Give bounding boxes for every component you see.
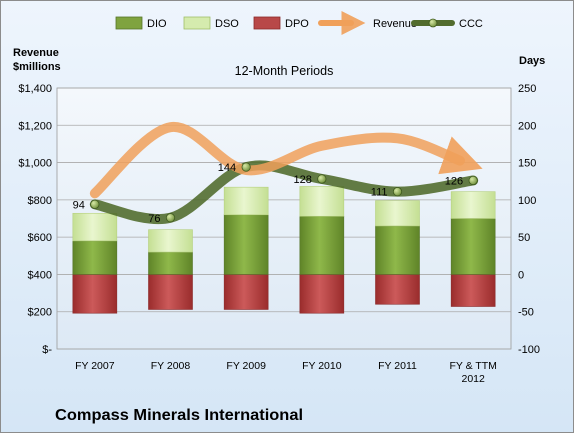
category-label: 2012 xyxy=(461,373,485,385)
right-tick-label: 150 xyxy=(518,158,536,170)
bar-dpo xyxy=(148,274,193,310)
left-tick-label: $- xyxy=(42,344,52,356)
bar-dio xyxy=(148,251,193,275)
left-tick-label: $400 xyxy=(28,269,52,281)
right-tick-label: -100 xyxy=(518,344,540,356)
ccc-point xyxy=(165,213,176,223)
bar-dpo xyxy=(450,274,496,307)
legend-swatch xyxy=(183,16,211,30)
bar-dso xyxy=(72,212,118,242)
revenue-line xyxy=(89,122,483,199)
company-name: Compass Minerals International xyxy=(55,407,303,424)
bar-dio xyxy=(223,214,269,275)
left-tick-label: $600 xyxy=(28,232,52,244)
right-axis-title: Days xyxy=(519,55,545,67)
bar-dio xyxy=(72,240,118,275)
ccc-data-label: 128 xyxy=(293,174,311,186)
ccc-data-label: 111 xyxy=(371,187,388,199)
category-label: FY 2008 xyxy=(151,360,191,372)
legend-marker xyxy=(428,18,438,28)
category-label: FY & TTM xyxy=(449,360,496,372)
ccc-data-label: 126 xyxy=(445,175,463,187)
category-label: FY 2011 xyxy=(378,360,417,372)
legend-label: DIO xyxy=(147,18,167,30)
bar-dio xyxy=(299,215,345,275)
legend-label: DSO xyxy=(215,18,239,30)
bar-dpo xyxy=(72,274,118,314)
left-tick-label: $800 xyxy=(28,195,52,207)
ccc-data-label: 144 xyxy=(218,162,236,174)
ccc-point xyxy=(90,199,100,209)
chart-title: 12-Month Periods xyxy=(235,64,334,78)
bar-dio xyxy=(375,225,420,275)
bar-dso xyxy=(299,186,345,217)
category-label: FY 2009 xyxy=(226,360,266,372)
ccc-data-label: 94 xyxy=(73,199,85,211)
right-tick-label: 200 xyxy=(518,120,536,132)
bar-dso xyxy=(148,229,193,253)
legend-label: DPO xyxy=(285,18,309,30)
right-tick-label: 50 xyxy=(518,232,530,244)
bar-dpo xyxy=(299,274,345,314)
bar-dso xyxy=(223,186,269,216)
legend-swatch xyxy=(253,16,281,30)
ccc-data-label: 76 xyxy=(148,213,160,225)
ccc-point xyxy=(468,175,478,186)
bar-dpo xyxy=(375,274,420,305)
legend: DIO DSO DPO Revenue CCC xyxy=(115,11,483,35)
left-tick-label: $200 xyxy=(28,307,52,319)
left-tick-label: $1,400 xyxy=(18,83,52,95)
right-tick-label: 0 xyxy=(518,269,524,281)
ccc-point xyxy=(317,174,327,184)
ccc-point xyxy=(241,162,251,172)
ccc-point xyxy=(392,187,403,197)
right-tick-label: -50 xyxy=(518,307,534,319)
category-label: FY 2010 xyxy=(302,360,342,372)
bar-dpo xyxy=(223,274,269,310)
legend-label: CCC xyxy=(459,18,483,30)
left-axis-title-line1: Revenue xyxy=(13,47,59,59)
left-tick-label: $1,200 xyxy=(18,120,52,132)
right-tick-label: 100 xyxy=(518,195,536,207)
bar-dso xyxy=(450,191,496,219)
bar-dso xyxy=(375,200,420,227)
legend-swatch xyxy=(115,16,143,30)
bars xyxy=(72,186,496,314)
bar-dio xyxy=(450,218,496,275)
left-tick-label: $1,000 xyxy=(18,158,52,170)
right-tick-label: 250 xyxy=(518,83,536,95)
legend-label: Revenue xyxy=(373,18,417,30)
labels: 94 76 144 128 111 126 xyxy=(73,162,464,225)
left-axis-title-line2: $millions xyxy=(13,61,61,73)
axes: $- $200 $400 $600 $800 $1,000 $1,200 $1,400 -100… xyxy=(18,83,540,385)
lines xyxy=(89,122,483,225)
category-label: FY 2007 xyxy=(75,360,115,372)
